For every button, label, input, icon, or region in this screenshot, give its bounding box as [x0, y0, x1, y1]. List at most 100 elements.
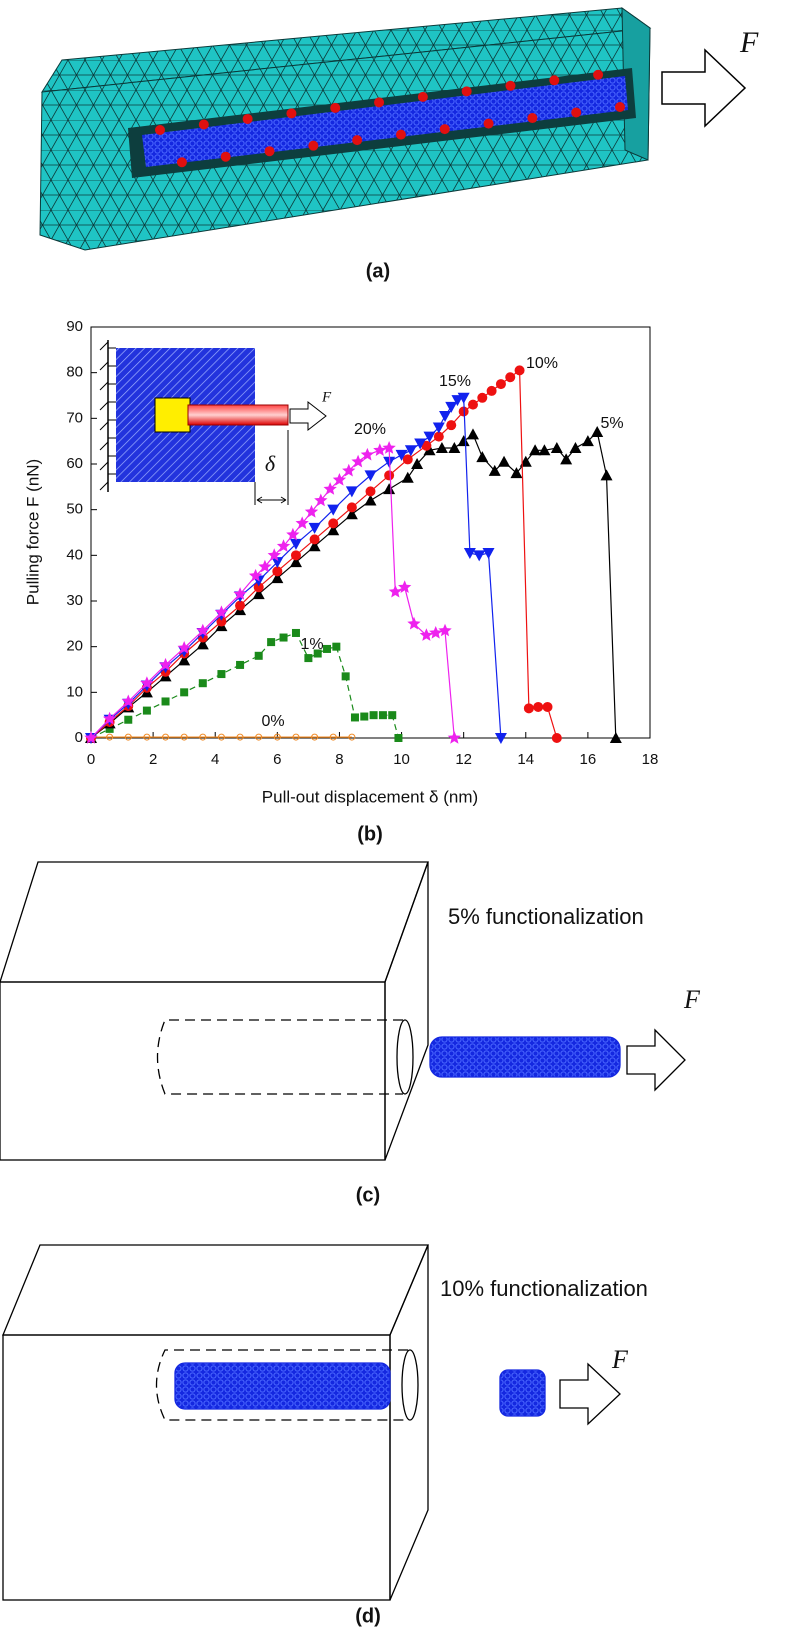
force-arrow [626, 1028, 686, 1092]
marker [180, 733, 188, 741]
inset-tube [187, 404, 289, 426]
marker [140, 676, 154, 689]
marker [364, 494, 377, 506]
marker [591, 426, 604, 438]
marker [457, 435, 470, 447]
marker [323, 482, 337, 495]
marker [158, 657, 173, 671]
marker [196, 623, 210, 637]
inset-arrow [289, 400, 327, 432]
marker [350, 713, 359, 722]
functional-group [527, 113, 538, 124]
panel-a: F (a) [39, 7, 759, 282]
marker [236, 733, 244, 741]
nanotube-fragment [499, 1369, 546, 1417]
marker [538, 444, 551, 456]
x-tick-label: 2 [149, 751, 157, 768]
marker [276, 539, 291, 552]
marker [233, 587, 247, 600]
marker [482, 548, 495, 560]
inset: F δ [99, 340, 332, 505]
nanotube [174, 1362, 391, 1410]
marker [373, 443, 387, 456]
y-tick-label: 60 [66, 455, 83, 472]
y-tick-label: 20 [66, 638, 83, 655]
marker [162, 733, 170, 741]
functional-group [571, 107, 582, 118]
marker [514, 365, 525, 376]
marker [600, 469, 613, 481]
marker [143, 733, 151, 741]
series-label: 5% [600, 415, 623, 432]
marker [398, 580, 412, 593]
marker [291, 628, 300, 637]
functional-groups [155, 69, 625, 168]
marker [199, 733, 207, 741]
marker [550, 442, 563, 454]
nanotube [429, 1036, 621, 1078]
marker [388, 711, 397, 720]
marker [272, 566, 283, 577]
marker [124, 733, 132, 741]
marker [533, 701, 544, 712]
marker [432, 422, 445, 434]
functional-group [242, 113, 253, 124]
marker [161, 697, 170, 706]
marker [445, 401, 458, 413]
marker [327, 524, 340, 536]
caption: 5% functionalization [448, 904, 644, 929]
marker [289, 556, 302, 568]
x-tick-label: 16 [580, 751, 597, 768]
marker [258, 559, 272, 573]
marker [217, 733, 225, 741]
functional-group [374, 97, 385, 108]
marker [342, 463, 356, 477]
marker [407, 616, 421, 630]
cavity-outline [156, 1019, 403, 1095]
marker [439, 411, 452, 423]
marker [216, 616, 227, 627]
marker [569, 442, 582, 454]
marker [178, 654, 191, 666]
marker [510, 467, 523, 479]
marker [304, 654, 313, 663]
marker [313, 649, 322, 658]
force-label: F [683, 985, 701, 1014]
marker [447, 731, 461, 744]
series [87, 733, 356, 741]
marker [421, 440, 432, 451]
marker [345, 508, 358, 520]
marker [477, 392, 488, 403]
box-top [0, 861, 429, 983]
marker [488, 464, 501, 476]
panel-label: (b) [357, 823, 383, 845]
marker [105, 724, 114, 733]
marker [423, 444, 436, 456]
marker [402, 454, 413, 465]
marker [467, 399, 478, 410]
x-tick-label: 10 [393, 751, 410, 768]
marker [286, 527, 300, 541]
marker [365, 486, 376, 497]
force-label: F [739, 26, 759, 59]
marker [429, 626, 443, 639]
marker [103, 711, 117, 725]
x-tick-label: 6 [273, 751, 281, 768]
functional-group [417, 91, 428, 102]
marker [308, 540, 321, 552]
panel-c: F 5% functionalization (c) [0, 861, 701, 1206]
functional-group [483, 118, 494, 129]
x-tick-label: 14 [517, 751, 534, 768]
functional-group [264, 146, 275, 157]
delta-arrow [256, 496, 287, 504]
wall-hatch [99, 341, 109, 491]
box-front [0, 981, 386, 1161]
functional-group [352, 135, 363, 146]
marker [327, 504, 340, 516]
marker [505, 372, 516, 383]
panel-label: (a) [366, 260, 390, 282]
marker [292, 733, 300, 741]
y-axis-label: Pulling force F (nN) [23, 459, 42, 605]
marker [476, 451, 489, 463]
